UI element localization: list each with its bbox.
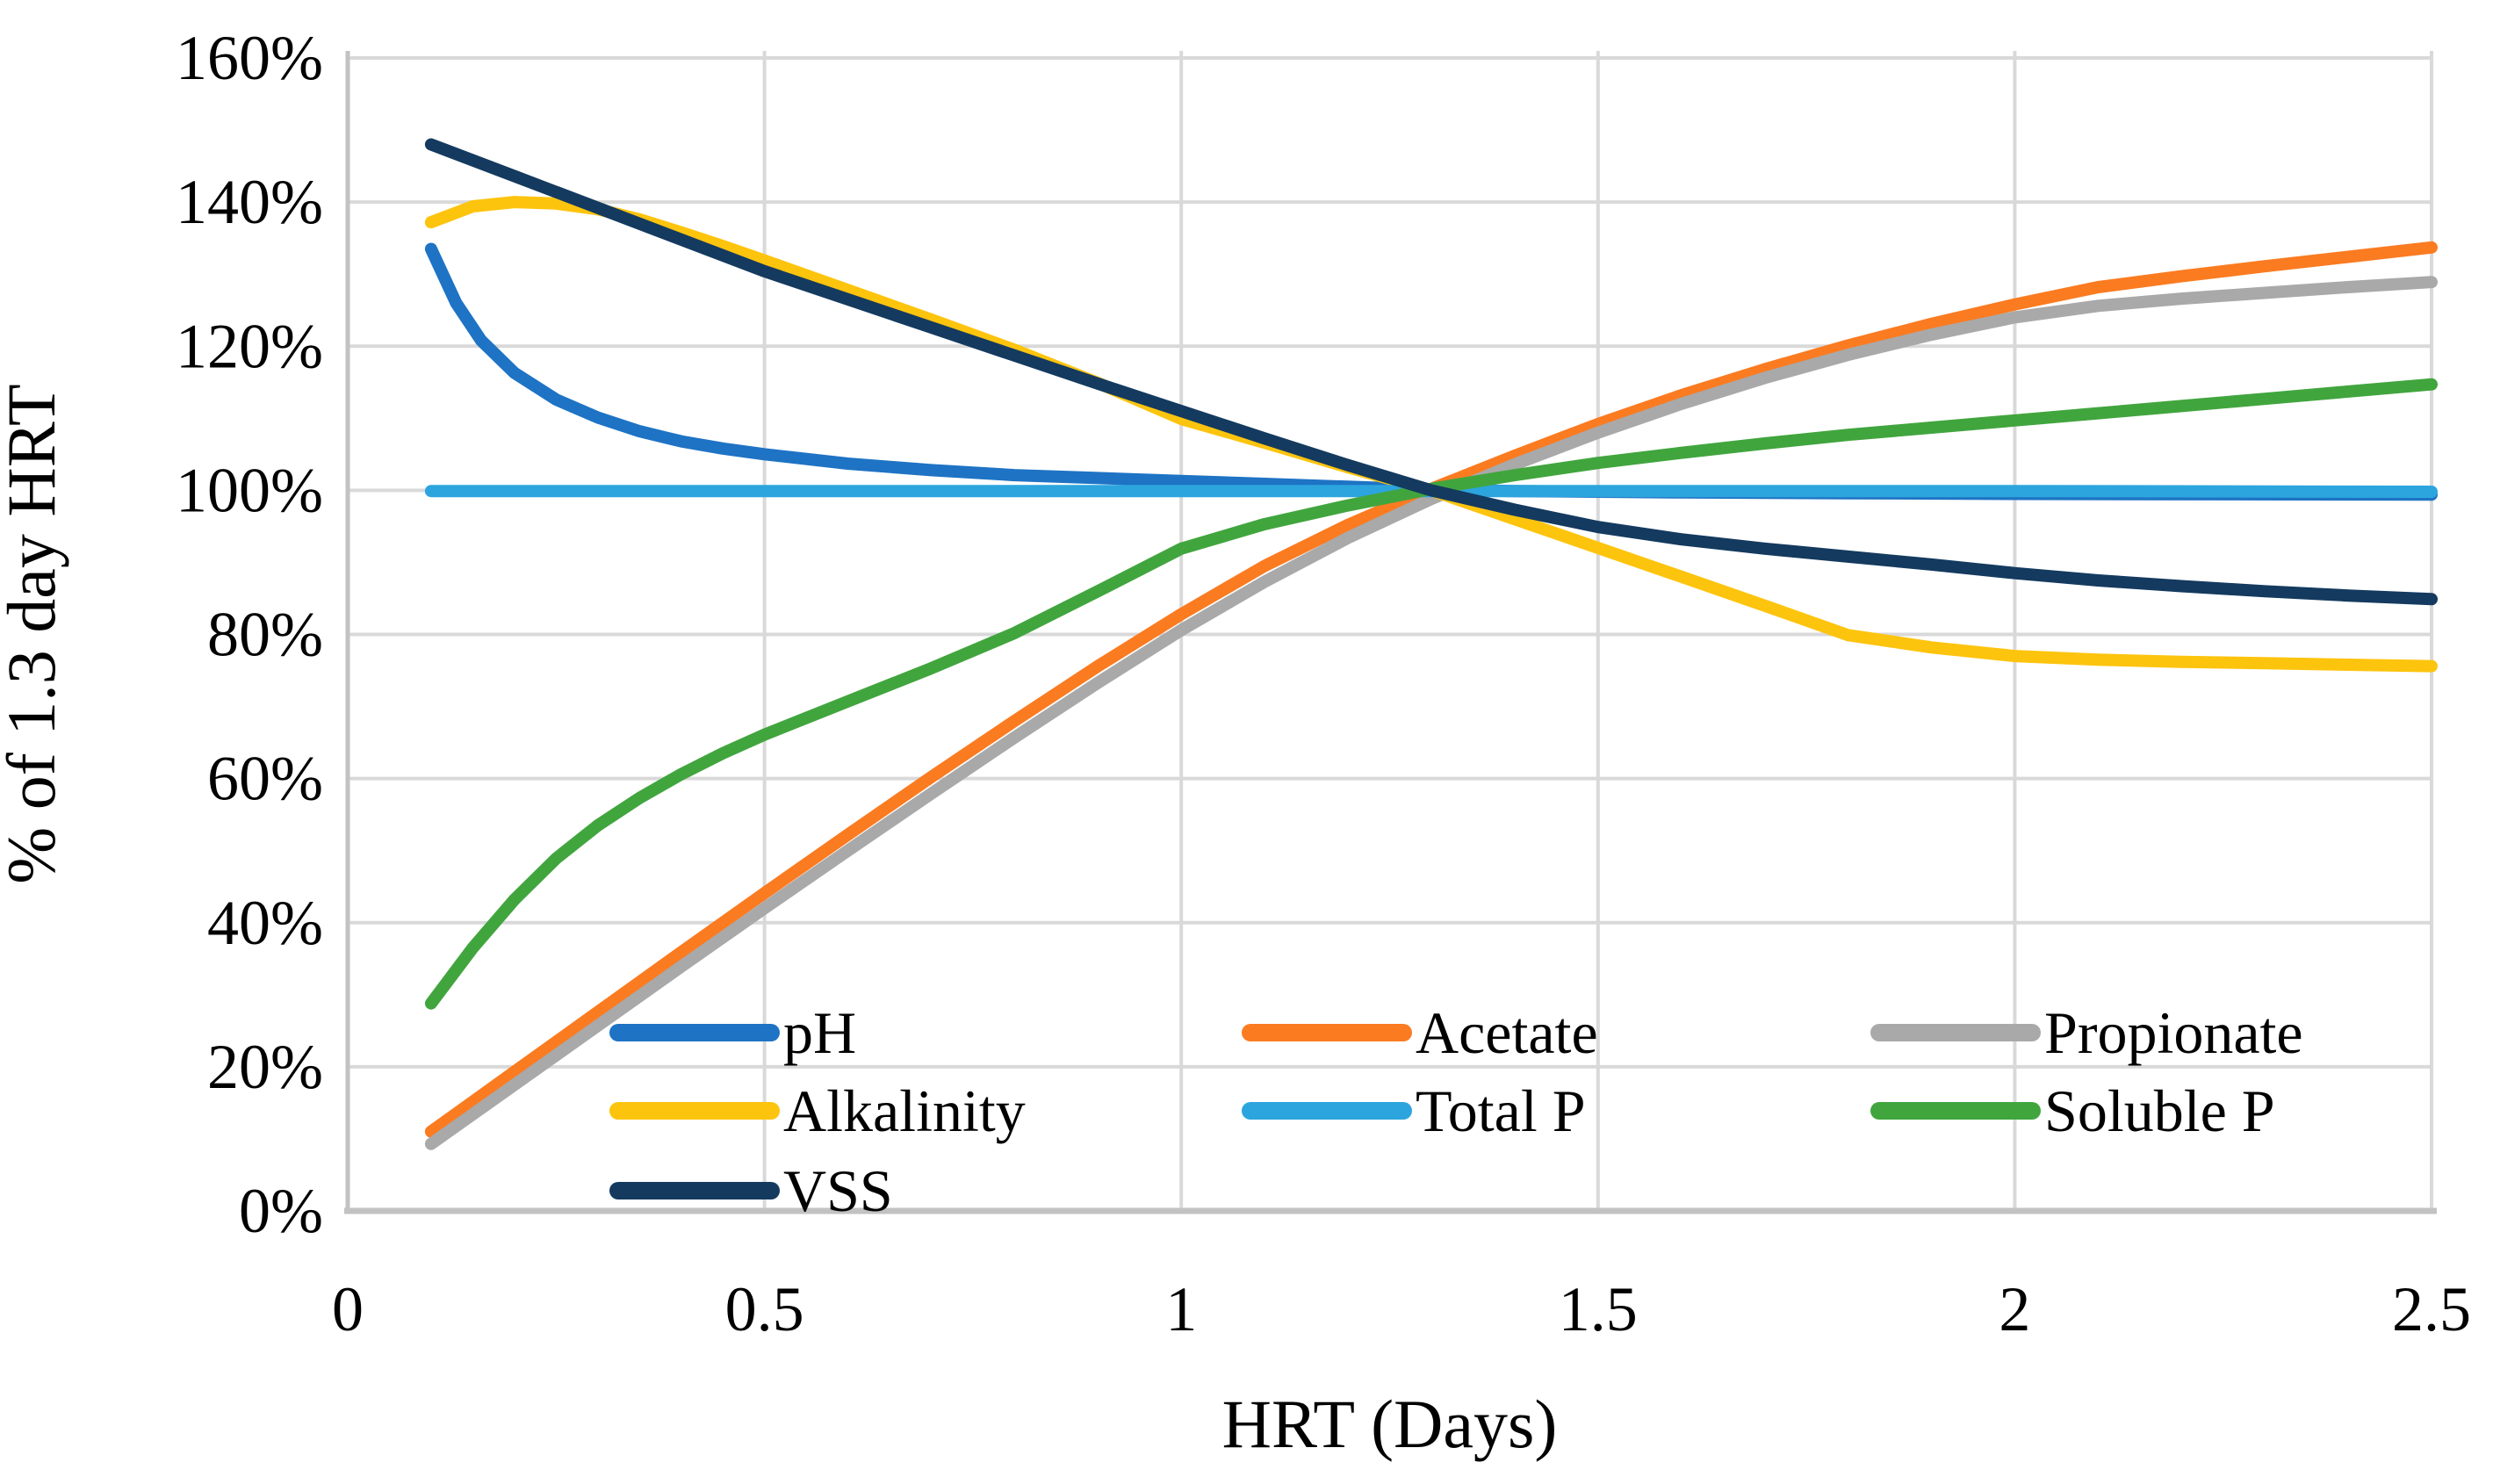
legend-label-ph: pH: [783, 999, 856, 1066]
series-line-alkalinity: [424, 196, 2438, 673]
y-tick-label: 80%: [207, 600, 323, 670]
y-tick-label: 20%: [207, 1032, 323, 1102]
y-tick-label: 140%: [176, 167, 323, 237]
y-tick-label: 40%: [207, 888, 323, 958]
legend: pH Acetate Propionate Alkalinity Total P Solu…: [609, 999, 2303, 1224]
axis-lines: [344, 51, 2437, 1214]
series-lines: [424, 138, 2438, 1150]
x-tick-label: 0: [332, 1274, 364, 1344]
x-tick-label: 1.5: [1559, 1274, 1638, 1344]
legend-label-soluble-p: Soluble P: [2044, 1077, 2275, 1144]
series-line-vss: [424, 138, 2438, 606]
legend-label-alkalinity: Alkalinity: [783, 1077, 1026, 1144]
legend-label-vss: VSS: [783, 1157, 893, 1224]
legend-label-acetate: Acetate: [1416, 999, 1598, 1066]
y-tick-label: 100%: [176, 455, 323, 525]
x-tick-label: 1: [1165, 1274, 1197, 1344]
y-tick-label: 0%: [239, 1176, 323, 1246]
y-axis-title: % of 1.3 day HRT: [0, 384, 69, 883]
series-line-propionate: [424, 276, 2438, 1150]
legend-label-total-p: Total P: [1416, 1077, 1586, 1144]
x-tick-label: 0.5: [725, 1274, 804, 1344]
tick-labels: 0% 20% 40% 60% 80% 100% 120% 140% 160% 0 0.5 1 1.5 2 2…: [176, 23, 2471, 1344]
y-tick-label: 160%: [176, 23, 323, 93]
x-axis-title: HRT (Days): [1222, 1386, 1558, 1462]
x-tick-label: 2: [1999, 1274, 2030, 1344]
y-tick-label: 120%: [176, 311, 323, 381]
series-line-soluble-p: [424, 378, 2438, 1010]
x-tick-label: 2.5: [2392, 1274, 2471, 1344]
y-tick-label: 60%: [207, 744, 323, 814]
legend-label-propionate: Propionate: [2044, 999, 2303, 1066]
axis-titles: HRT (Days) % of 1.3 day HRT: [0, 384, 1557, 1462]
